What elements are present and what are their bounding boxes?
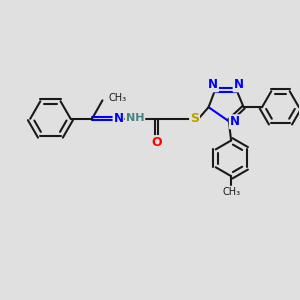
Text: N: N xyxy=(234,78,244,92)
Text: CH₃: CH₃ xyxy=(222,187,240,196)
Text: S: S xyxy=(190,112,199,125)
Text: CH₃: CH₃ xyxy=(109,93,127,103)
Text: N: N xyxy=(230,115,240,128)
Text: N: N xyxy=(113,112,124,125)
Text: N: N xyxy=(208,78,218,92)
Text: NH: NH xyxy=(126,113,144,123)
Text: O: O xyxy=(151,136,162,149)
